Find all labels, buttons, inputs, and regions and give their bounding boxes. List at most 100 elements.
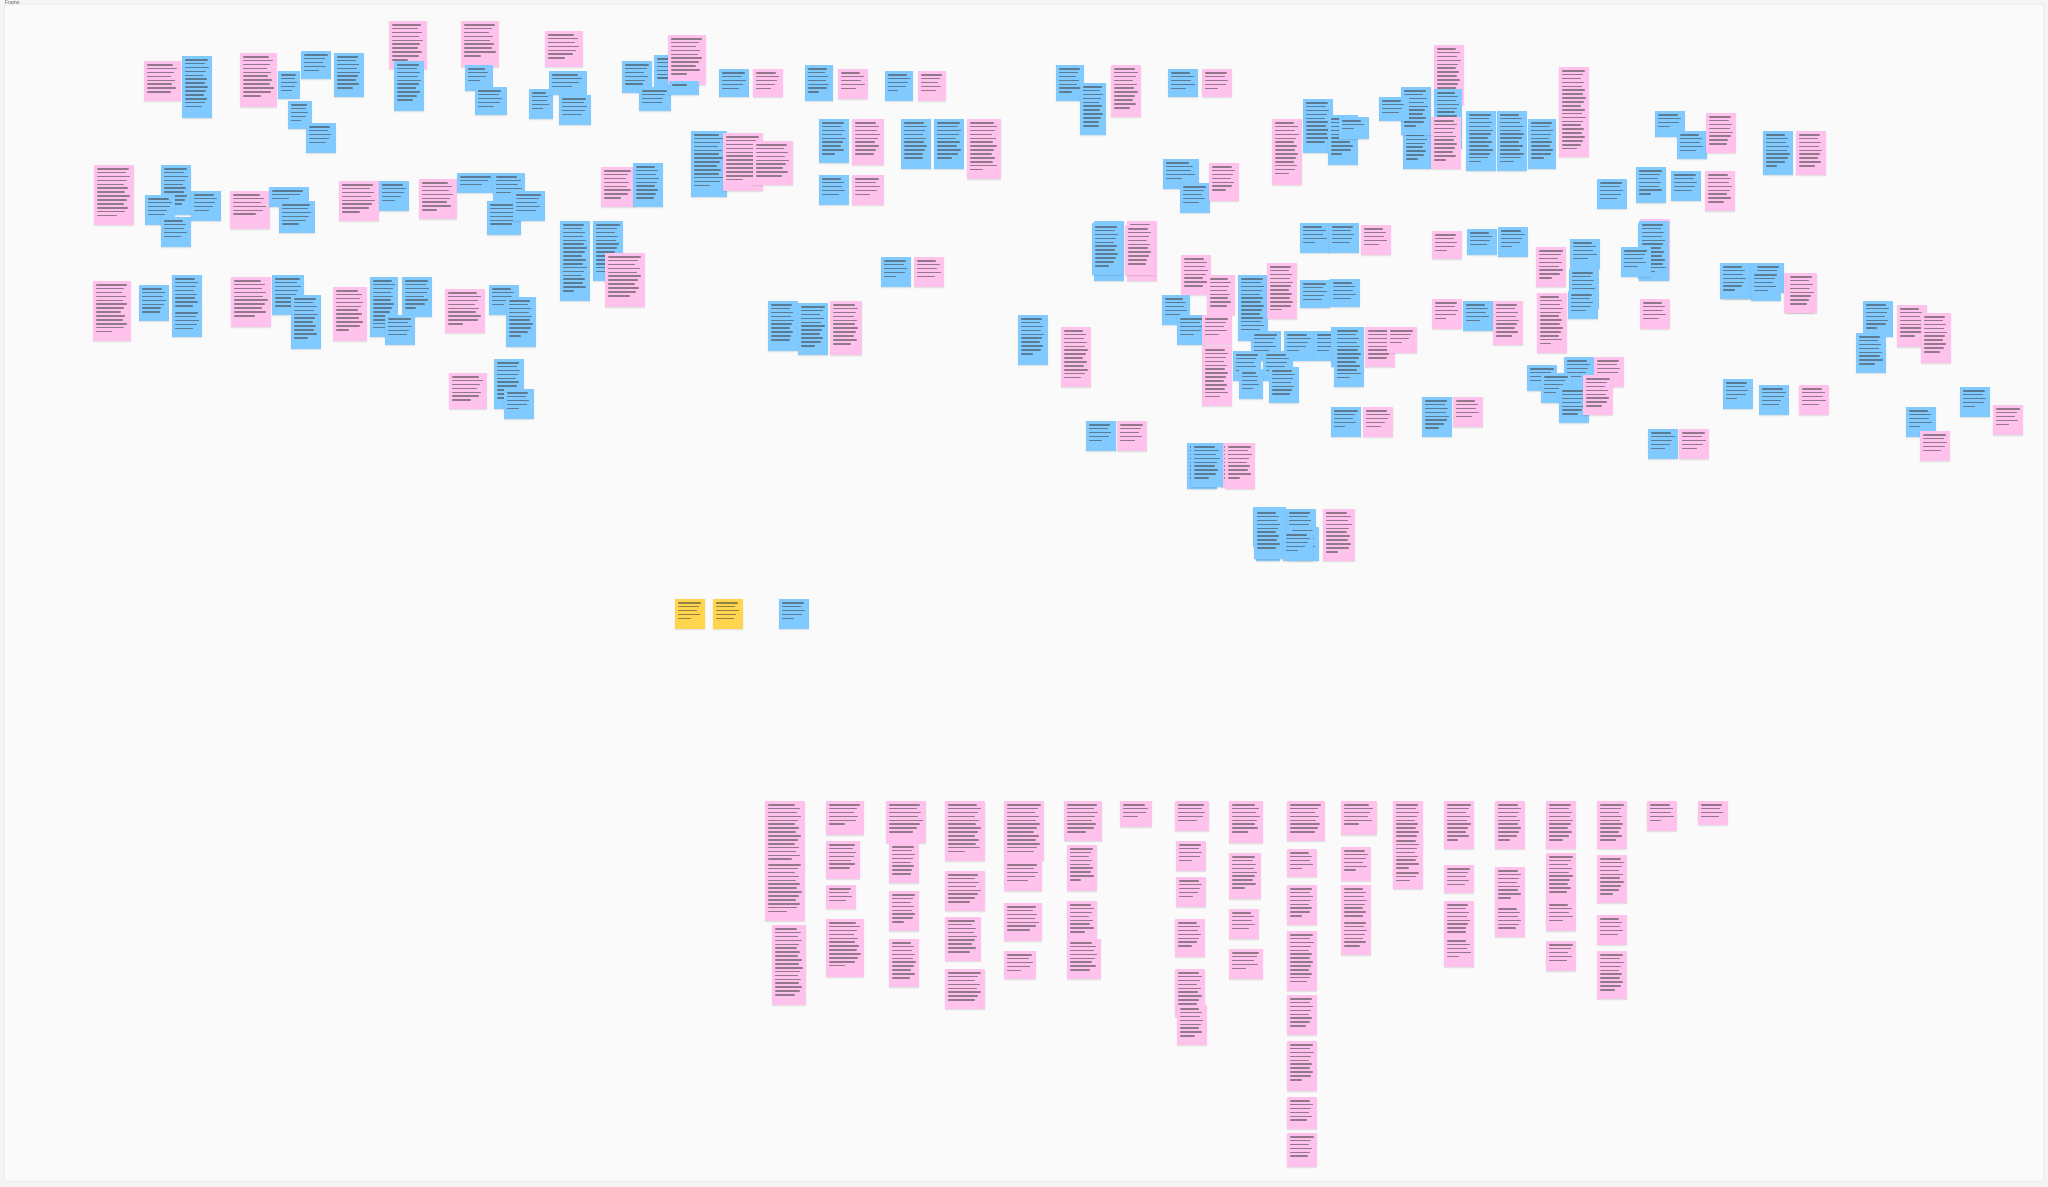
sticky-note-blue[interactable] [881, 257, 911, 287]
sticky-note-pink[interactable] [945, 871, 985, 911]
sticky-note-blue[interactable] [1568, 291, 1598, 319]
sticky-note-pink[interactable] [1920, 431, 1950, 461]
sticky-note-pink[interactable] [339, 181, 379, 221]
sticky-note-blue[interactable] [172, 275, 202, 315]
sticky-note-pink[interactable] [1175, 801, 1209, 831]
sticky-note-blue[interactable] [819, 119, 849, 163]
sticky-note-pink[interactable] [852, 175, 884, 205]
sticky-note-blue[interactable] [1334, 327, 1364, 387]
sticky-note-blue[interactable] [1720, 263, 1750, 299]
sticky-note-blue[interactable] [639, 87, 671, 111]
sticky-note-blue[interactable] [934, 119, 964, 169]
sticky-note-pink[interactable] [605, 253, 645, 307]
sticky-note-pink[interactable] [1287, 1133, 1317, 1167]
sticky-note-pink[interactable] [1993, 405, 2023, 435]
sticky-note-pink[interactable] [1004, 801, 1044, 861]
sticky-note-pink[interactable] [1267, 263, 1297, 319]
sticky-note-pink[interactable] [1272, 119, 1302, 185]
sticky-note-pink[interactable] [1787, 273, 1817, 313]
sticky-note-blue[interactable] [768, 301, 798, 351]
sticky-note-blue[interactable] [1863, 301, 1893, 337]
sticky-note-pink[interactable] [1176, 841, 1206, 871]
sticky-note-pink[interactable] [838, 69, 868, 99]
sticky-note-blue[interactable] [161, 217, 191, 247]
sticky-note-pink[interactable] [1177, 1005, 1207, 1045]
sticky-note-pink[interactable] [1287, 931, 1317, 991]
sticky-note-pink[interactable] [914, 257, 944, 287]
sticky-note-pink[interactable] [826, 801, 864, 835]
sticky-note-blue[interactable] [1570, 239, 1600, 269]
sticky-note-blue[interactable] [1339, 117, 1369, 139]
sticky-note-pink[interactable] [1004, 861, 1042, 891]
sticky-note-blue[interactable] [1238, 275, 1268, 341]
sticky-note-pink[interactable] [230, 191, 270, 229]
sticky-note-blue[interactable] [475, 87, 507, 115]
sticky-note-pink[interactable] [1432, 231, 1462, 259]
sticky-note-blue[interactable] [191, 191, 221, 221]
sticky-note-pink[interactable] [1207, 275, 1235, 315]
sticky-note-pink[interactable] [1698, 801, 1728, 825]
sticky-note-pink[interactable] [1597, 951, 1627, 999]
sticky-note-blue[interactable] [1856, 333, 1886, 373]
sticky-note-blue[interactable] [182, 56, 212, 118]
sticky-note-blue[interactable] [291, 295, 321, 349]
sticky-note-pink[interactable] [1597, 915, 1627, 945]
sticky-note-pink[interactable] [1229, 909, 1259, 939]
sticky-note-pink[interactable] [94, 165, 134, 225]
sticky-note-blue[interactable] [1239, 369, 1263, 399]
sticky-note-blue[interactable] [1168, 69, 1198, 97]
sticky-note-pink[interactable] [1209, 163, 1239, 201]
sticky-note-pink[interactable] [601, 167, 635, 207]
whiteboard-canvas[interactable] [4, 4, 2044, 1182]
sticky-note-pink[interactable] [1799, 385, 1829, 415]
sticky-note-blue[interactable] [1330, 279, 1360, 307]
sticky-note-pink[interactable] [1064, 801, 1102, 841]
sticky-note-pink[interactable] [1181, 255, 1211, 295]
sticky-note-pink[interactable] [1225, 443, 1255, 489]
sticky-note-blue[interactable] [306, 123, 336, 153]
sticky-note-pink[interactable] [1444, 937, 1474, 967]
sticky-note-pink[interactable] [826, 885, 856, 909]
sticky-note-pink[interactable] [889, 891, 919, 931]
sticky-note-blue[interactable] [1759, 385, 1789, 415]
sticky-note-pink[interactable] [1067, 939, 1101, 979]
sticky-note-blue[interactable] [506, 297, 536, 347]
sticky-note-pink[interactable] [1679, 429, 1709, 459]
sticky-note-pink[interactable] [889, 843, 919, 883]
sticky-note-pink[interactable] [1287, 995, 1317, 1035]
sticky-note-blue[interactable] [549, 71, 587, 95]
sticky-note-pink[interactable] [1287, 801, 1325, 841]
sticky-note-pink[interactable] [231, 277, 271, 327]
sticky-note-pink[interactable] [967, 119, 1001, 179]
sticky-note-pink[interactable] [1583, 375, 1613, 415]
sticky-note-pink[interactable] [945, 969, 985, 1009]
sticky-note-pink[interactable] [419, 179, 457, 219]
sticky-note-pink[interactable] [918, 71, 946, 101]
sticky-note-blue[interactable] [1467, 229, 1497, 255]
sticky-note-blue[interactable] [1086, 421, 1116, 451]
sticky-note-pink[interactable] [852, 119, 884, 165]
sticky-note-pink[interactable] [1796, 131, 1826, 175]
sticky-note-pink[interactable] [1706, 113, 1736, 153]
sticky-note-pink[interactable] [1647, 801, 1677, 831]
sticky-note-blue[interactable] [278, 71, 300, 99]
sticky-note-pink[interactable] [1202, 346, 1232, 406]
sticky-note-blue[interactable] [465, 65, 493, 91]
sticky-note-blue[interactable] [1180, 183, 1210, 213]
sticky-note-blue[interactable] [1960, 387, 1990, 417]
sticky-note-pink[interactable] [1536, 247, 1566, 287]
sticky-note-yellow[interactable] [713, 599, 743, 629]
sticky-note-pink[interactable] [1705, 171, 1735, 211]
sticky-note-pink[interactable] [1431, 117, 1461, 169]
sticky-note-pink[interactable] [1341, 885, 1371, 925]
sticky-note-blue[interactable] [719, 69, 749, 97]
sticky-note-pink[interactable] [1323, 509, 1355, 561]
sticky-note-blue[interactable] [1648, 429, 1678, 459]
sticky-note-pink[interactable] [1444, 901, 1474, 941]
sticky-note-pink[interactable] [765, 861, 805, 921]
sticky-note-blue[interactable] [1528, 119, 1556, 169]
sticky-note-pink[interactable] [1597, 855, 1627, 903]
sticky-note-blue[interactable] [1018, 315, 1048, 365]
sticky-note-pink[interactable] [1444, 801, 1474, 849]
sticky-note-blue[interactable] [457, 173, 497, 193]
